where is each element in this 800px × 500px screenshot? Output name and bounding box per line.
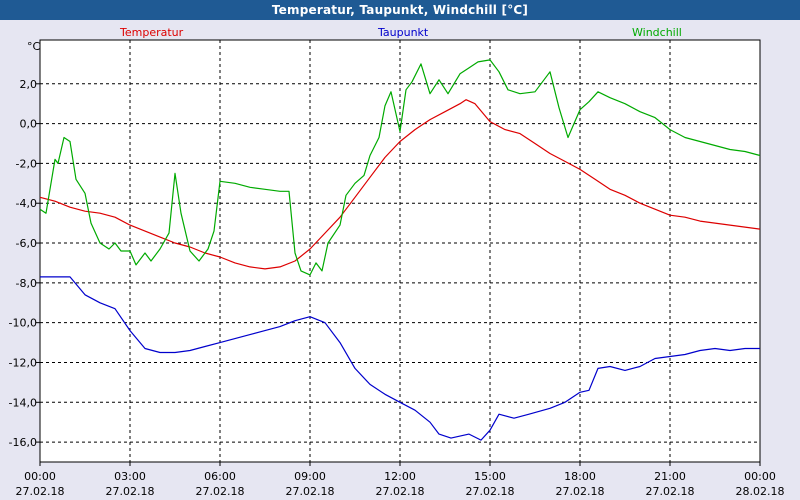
x-tick-date-label: 27.02.18 [556,485,605,498]
y-tick-label: -10,0 [9,317,37,330]
x-tick-time-label: 00:00 [24,470,56,483]
x-tick-time-label: 09:00 [294,470,326,483]
x-tick-time-label: 15:00 [474,470,506,483]
x-tick-time-label: 12:00 [384,470,416,483]
x-tick-time-label: 06:00 [204,470,236,483]
y-tick-label: -14,0 [9,396,37,409]
x-tick-date-label: 28.02.18 [736,485,785,498]
x-axis-ticks: 00:00 27.02.18 03:00 27.02.18 06:00 27.02.18 0… [16,462,785,498]
x-tick-date-label: 27.02.18 [106,485,155,498]
x-tick-time-label: 18:00 [564,470,596,483]
chart-title: Temperatur, Taupunkt, Windchill [°C] [271,3,529,17]
x-tick-date-label: 27.02.18 [286,485,335,498]
y-axis-ticks: 2,0 0,0 -2,0 -4,0 -6,0 -8,0 -10,0 -12,0 -14,0 -16… [9,78,40,449]
y-tick-label: -12,0 [9,356,37,369]
y-tick-label: -2,0 [16,157,37,170]
series-line-temperatur [39,99,761,270]
chart-title-bar: Temperatur, Taupunkt, Windchill [°C] [0,0,800,20]
x-tick-date-label: 27.02.18 [196,485,245,498]
series-line-taupunkt [40,276,760,441]
y-tick-label: -8,0 [16,277,37,290]
y-tick-label: -16,0 [9,436,37,449]
legend-taupunkt: Taupunkt [378,26,429,39]
x-tick-time-label: 00:00 [744,470,776,483]
series-lines [39,59,761,441]
x-tick-date-label: 27.02.18 [16,485,65,498]
x-tick-date-label: 27.02.18 [646,485,695,498]
y-axis-unit: °C [27,40,41,53]
x-tick-time-label: 03:00 [114,470,146,483]
y-tick-label: -4,0 [16,197,37,210]
legend-temperatur: Temperatur [120,26,184,39]
x-tick-time-label: 21:00 [654,470,686,483]
series-line-windchill [39,59,761,276]
y-tick-label: 2,0 [20,78,38,91]
y-tick-label: 0,0 [20,118,38,131]
y-tick-label: -6,0 [16,237,37,250]
x-tick-date-label: 27.02.18 [376,485,425,498]
x-tick-date-label: 27.02.18 [466,485,515,498]
legend-windchill: Windchill [632,26,682,39]
